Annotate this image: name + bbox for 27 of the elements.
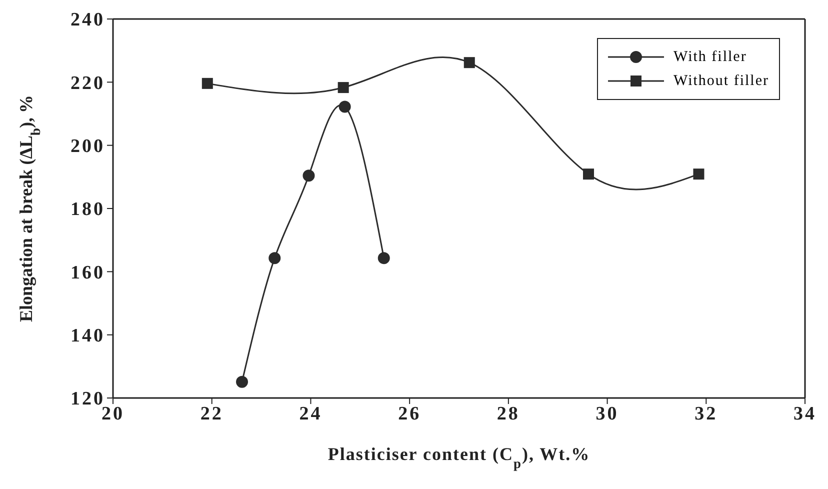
y-tick-label: 200 [70, 136, 105, 158]
point [202, 78, 213, 89]
y-tick-label: 160 [70, 262, 105, 284]
x-tick-label: 26 [398, 403, 422, 424]
point [302, 170, 315, 182]
legend-label: With filler [674, 48, 747, 66]
x-tick-label: 24 [299, 403, 322, 424]
x-tick-label: 20 [102, 403, 124, 424]
y-tick-label: 140 [70, 326, 105, 347]
point [464, 57, 475, 68]
point [693, 168, 704, 180]
y-tick-label: 180 [70, 199, 105, 220]
point [268, 252, 281, 264]
y-tick-label: 220 [70, 72, 105, 94]
legend-label: Without filler [674, 72, 769, 90]
y-tick-label: 240 [70, 10, 105, 31]
x-tick-label: 34 [794, 403, 816, 424]
point [338, 82, 349, 94]
point [338, 100, 351, 113]
x-tick-label: 22 [200, 403, 224, 424]
x-axis-title: Plasticiser content (C$_{p}$), Wt.% [328, 444, 590, 470]
x-tick-label: 28 [496, 403, 520, 424]
x-tick-label: 32 [694, 403, 718, 424]
point [583, 168, 594, 180]
x-tick-label: 30 [596, 403, 619, 424]
point [378, 252, 390, 264]
point [236, 376, 248, 388]
